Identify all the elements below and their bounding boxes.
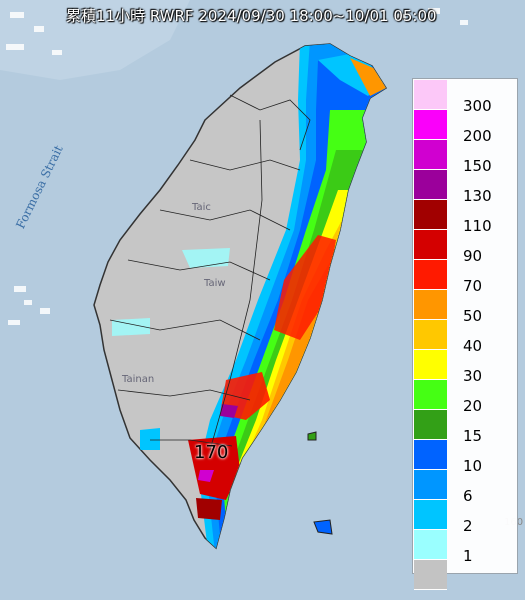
- legend-colorbar: [414, 80, 447, 590]
- legend-swatch: [414, 380, 447, 410]
- city-label-taiwan: Taiw: [204, 278, 226, 289]
- green-island: [313, 519, 333, 535]
- legend-swatch: [414, 140, 447, 170]
- map-title: 累積11小時 RWRF 2024/09/30 18:00~10/01 05:00: [66, 7, 437, 25]
- legend-tick-label: 2: [463, 517, 473, 535]
- legend-tick-label: 150: [463, 157, 492, 175]
- legend-swatch: [414, 110, 447, 140]
- legend-tick-label: 15: [463, 427, 483, 445]
- city-label-taichung: Taic: [192, 202, 211, 213]
- legend-tick-label: 1: [463, 547, 473, 565]
- legend-tick-label: 110: [463, 217, 492, 235]
- legend-tick-label: 20: [463, 397, 483, 415]
- legend-tick-label: 50: [463, 307, 483, 325]
- islet: [307, 431, 317, 441]
- county-borders: [109, 94, 311, 451]
- legend-swatch: [414, 410, 447, 440]
- legend-swatch: [414, 530, 447, 560]
- legend-swatch: [414, 470, 447, 500]
- legend-swatch: [414, 80, 447, 110]
- legend-tick-label: 10: [463, 457, 483, 475]
- legend-swatch: [414, 260, 447, 290]
- legend-swatch: [414, 200, 447, 230]
- legend-swatch: [414, 560, 447, 590]
- city-label-tainan: Tainan: [122, 374, 155, 385]
- legend-swatch: [414, 320, 447, 350]
- legend-tick-label: 70: [463, 277, 483, 295]
- cloud-speckles: [6, 8, 468, 325]
- legend-tick-label: 300: [463, 97, 492, 115]
- legend-swatch: [414, 500, 447, 530]
- legend-tick-label: 200: [463, 127, 492, 145]
- legend-tick-label: 130: [463, 187, 492, 205]
- legend-tick-label: 30: [463, 367, 483, 385]
- legend-tick-label: 40: [463, 337, 483, 355]
- legend-tick-label: 6: [463, 487, 473, 505]
- legend-swatch: [414, 350, 447, 380]
- legend-swatch: [414, 440, 447, 470]
- peak-rainfall-value: 170: [194, 442, 229, 463]
- legend-tick-label: 90: [463, 247, 483, 265]
- legend-swatch: [414, 230, 447, 260]
- legend-swatch: [414, 290, 447, 320]
- legend-swatch: [414, 170, 447, 200]
